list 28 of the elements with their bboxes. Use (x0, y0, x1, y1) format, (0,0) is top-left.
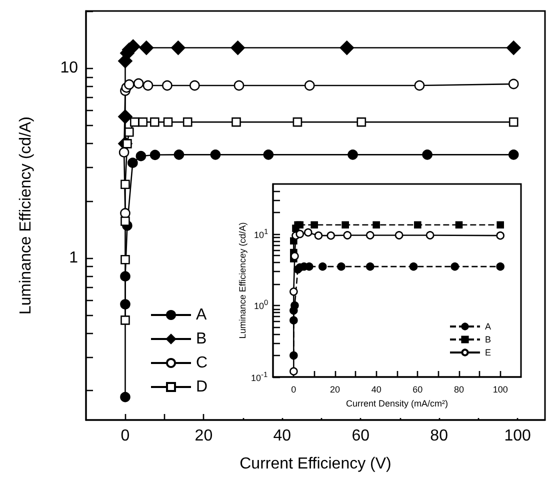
x-tick-label: 80 (430, 428, 448, 444)
x-tick-label: 80 (454, 384, 464, 394)
x-tick-label: 40 (371, 384, 382, 394)
x-tick-label: 100 (504, 428, 531, 444)
x-tick-label: 100 (492, 384, 508, 394)
y-axis-title: Luminance Efficiencey (cd/A) (238, 222, 248, 339)
legend-label: A (196, 306, 207, 324)
legend-label: B (484, 334, 492, 344)
legend-label: E (484, 348, 492, 358)
x-tick-label: 60 (412, 384, 423, 394)
x-tick-label: 0 (291, 384, 296, 394)
legend-label: B (196, 330, 207, 348)
y-tick-label: 10$^{-1}$ (251, 370, 268, 383)
legend-label: A (484, 322, 492, 332)
y-tick-label: 10 (60, 60, 78, 77)
y-axis-title: Luminance Efficiency (cd/A) (18, 116, 34, 315)
y-tick-label: 10$^{1}$ (254, 226, 268, 240)
x-tick-label: 20 (330, 384, 340, 394)
y-tick-label: 1 (69, 249, 78, 266)
x-tick-label: 40 (273, 428, 292, 444)
x-axis-title: Current Efficiency (V) (240, 456, 392, 472)
x-axis-title: Current Density (mA/cm²) (346, 398, 448, 408)
x-tick-label: 20 (194, 428, 213, 444)
x-tick-label: 0 (120, 428, 130, 444)
x-tick-label: 60 (352, 428, 370, 444)
y-tick-label: 10$^{0}$ (254, 298, 268, 312)
legend-label: D (196, 378, 208, 396)
legend-label: C (196, 354, 208, 372)
